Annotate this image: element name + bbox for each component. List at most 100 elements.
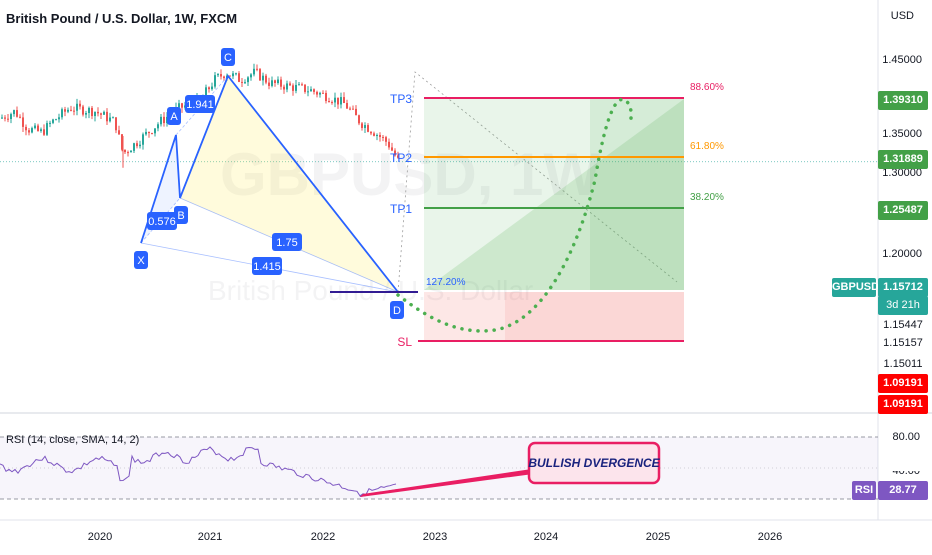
candle-body xyxy=(289,83,291,86)
profit-zone xyxy=(424,99,684,290)
price-label: 1.15447 xyxy=(883,319,923,331)
candle-body xyxy=(1,117,3,119)
watermark-symbol: GBPUSD, 1W xyxy=(220,141,600,208)
price-tick: 1.30000 xyxy=(882,167,922,179)
candle-body xyxy=(274,80,276,83)
candle-body xyxy=(133,143,135,151)
candle-body xyxy=(118,130,120,135)
pattern-ratio-label: 1.415 xyxy=(253,261,281,273)
tp2-label: TP2 xyxy=(390,151,412,165)
candle-body xyxy=(43,129,45,135)
tp1-label: TP1 xyxy=(390,202,412,216)
candle-body xyxy=(211,86,213,90)
candle-body xyxy=(106,111,108,122)
symbol-badge: GBPUSD xyxy=(832,278,879,297)
rsi-tick-low: 40.00 xyxy=(892,471,920,477)
candle-body xyxy=(298,84,300,86)
price-label: 1.15157 xyxy=(883,337,923,349)
tp3-label: TP3 xyxy=(390,92,412,106)
candle-body xyxy=(337,97,339,105)
pattern-point-label: B xyxy=(177,210,184,222)
pattern-ratio-box xyxy=(185,95,215,113)
profit-zone-right xyxy=(590,99,684,290)
pattern-point-label: C xyxy=(224,52,232,64)
candle-body xyxy=(208,87,210,90)
candle-body xyxy=(292,85,294,91)
candle-body xyxy=(223,76,225,79)
rsi-band xyxy=(0,437,878,499)
annotation-text: BULLISH DVERGENCE xyxy=(528,456,660,470)
rsi-title: RSI (14, close, SMA, 14, 2) xyxy=(6,434,139,446)
sl-label: SL xyxy=(397,335,412,349)
rsi-line xyxy=(0,446,397,497)
candle-body xyxy=(352,108,354,110)
candle-body xyxy=(388,141,390,148)
projection-line xyxy=(397,71,678,293)
time-label: 2025 xyxy=(646,531,670,543)
candle-body xyxy=(94,111,96,117)
candle-body xyxy=(157,124,159,129)
tp2-fib-label: 61.80% xyxy=(690,141,724,152)
candle-body xyxy=(394,150,396,156)
harmonic-pattern-line xyxy=(140,74,399,293)
candle-body xyxy=(112,117,114,119)
time-label: 2022 xyxy=(311,531,335,543)
candle-body xyxy=(124,149,126,153)
candle-body xyxy=(85,113,87,115)
candle-body xyxy=(88,107,90,114)
candle-body xyxy=(334,97,336,103)
candle-body xyxy=(178,103,180,108)
candle-body xyxy=(253,68,255,75)
divergence-arrow xyxy=(360,466,552,497)
candle-body xyxy=(358,115,360,124)
pattern-point-box xyxy=(221,48,235,66)
candle-body xyxy=(46,123,48,135)
candle-body xyxy=(181,103,183,108)
pattern-point-label: D xyxy=(393,305,401,317)
candle-body xyxy=(262,75,264,81)
pattern-ratio-label: 1.941 xyxy=(186,99,214,111)
candle-body xyxy=(385,137,387,142)
candle-body xyxy=(121,134,123,150)
candle-body xyxy=(244,82,246,84)
candle-body xyxy=(367,125,369,132)
candle-body xyxy=(52,119,54,123)
candle-body xyxy=(379,135,381,137)
candle-body xyxy=(238,73,240,82)
pattern-point-label: X xyxy=(137,255,145,267)
candle-body xyxy=(127,152,129,154)
pattern-point-box xyxy=(390,301,404,319)
last-price-badge: 1.15712 xyxy=(878,278,928,297)
candle-body xyxy=(376,135,378,137)
candle-body xyxy=(70,109,72,111)
candle-body xyxy=(391,147,393,151)
time-label: 2023 xyxy=(423,531,447,543)
candle-body xyxy=(100,113,102,115)
candle-body xyxy=(34,125,36,129)
pattern-ratio-box xyxy=(272,233,302,251)
candle-body xyxy=(268,82,270,86)
candle-body xyxy=(76,103,78,111)
candle-body xyxy=(283,86,285,90)
rsi-label-badge: RSI xyxy=(852,481,876,500)
candle-body xyxy=(373,133,375,136)
candle-body xyxy=(151,133,153,135)
candle-body xyxy=(103,111,105,115)
candle-body xyxy=(295,84,297,91)
candle-body xyxy=(382,136,384,138)
countdown-badge: 3d 21h xyxy=(878,296,928,315)
pattern-point-label: A xyxy=(170,111,178,123)
candle-body xyxy=(265,75,267,83)
candle-body xyxy=(340,97,342,105)
candle-body xyxy=(229,75,231,77)
candle-body xyxy=(154,128,156,134)
candles xyxy=(1,63,399,168)
pattern-point-box xyxy=(174,206,188,224)
candle-body xyxy=(307,91,309,93)
candle-body xyxy=(58,117,60,120)
candle-body xyxy=(67,109,69,112)
candle-body xyxy=(346,102,348,109)
price-axis-currency: USD xyxy=(890,10,914,22)
